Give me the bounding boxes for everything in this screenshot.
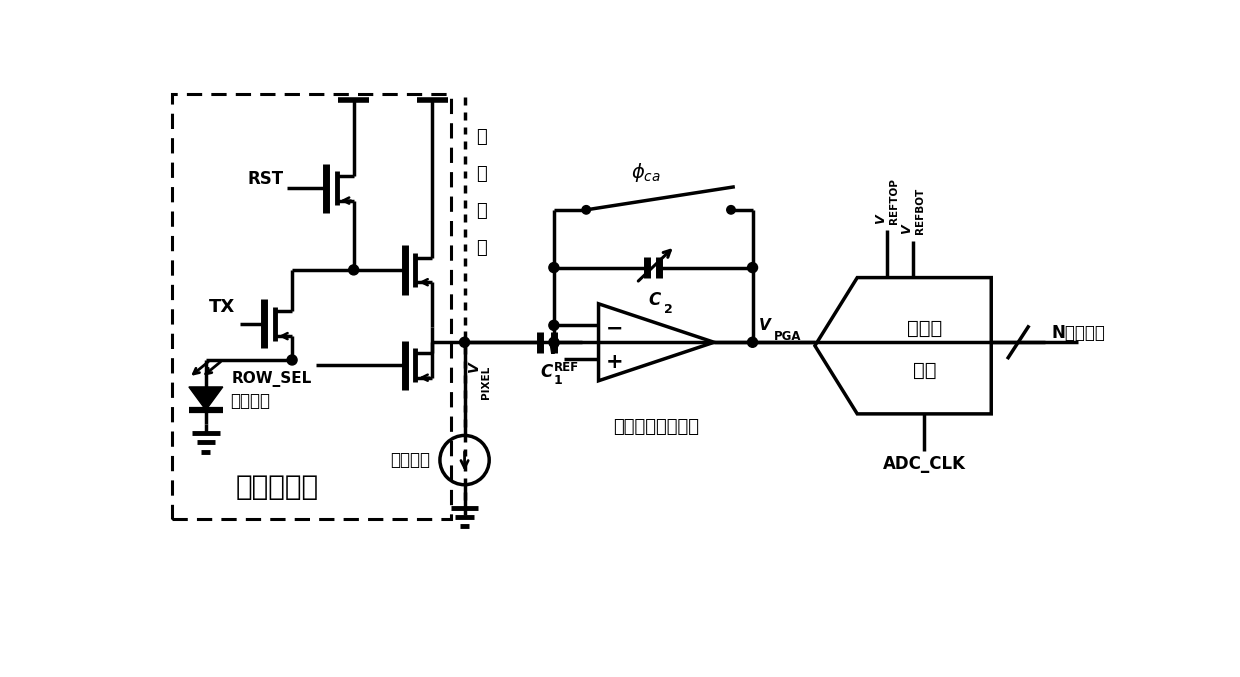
Text: V: V (548, 343, 560, 357)
Text: ADC_CLK: ADC_CLK (883, 455, 966, 473)
Text: V: V (874, 214, 887, 223)
Text: V: V (759, 318, 770, 333)
Text: 2: 2 (665, 303, 673, 316)
Text: PIXEL: PIXEL (481, 366, 491, 399)
Text: REF: REF (554, 362, 579, 374)
Text: 可编程增益放大器: 可编程增益放大器 (614, 418, 699, 436)
Circle shape (549, 337, 559, 347)
Text: 出: 出 (476, 202, 487, 219)
Text: 像素点电路: 像素点电路 (236, 473, 319, 501)
Circle shape (727, 206, 735, 214)
Text: −: − (606, 318, 624, 338)
Circle shape (748, 263, 758, 273)
Text: 线: 线 (476, 238, 487, 257)
Text: REFBOT: REFBOT (915, 188, 925, 234)
Text: ROW_SEL: ROW_SEL (232, 371, 312, 387)
Bar (172, 94, 450, 519)
Text: C: C (541, 362, 553, 380)
Text: 1: 1 (553, 374, 562, 387)
Circle shape (460, 337, 470, 347)
Circle shape (748, 337, 758, 347)
Text: 模数转: 模数转 (906, 320, 942, 338)
Circle shape (348, 265, 358, 275)
Circle shape (549, 320, 559, 330)
Text: V: V (466, 362, 481, 372)
Text: 换器: 换器 (913, 361, 936, 380)
Text: 光检测器: 光检测器 (231, 392, 270, 410)
Text: PGA: PGA (774, 330, 801, 343)
Text: +: + (606, 351, 624, 372)
Circle shape (582, 206, 590, 214)
Circle shape (288, 355, 298, 365)
Text: 输: 输 (476, 165, 487, 183)
Circle shape (549, 263, 559, 273)
Text: 列电流源: 列电流源 (389, 451, 430, 469)
Polygon shape (188, 387, 223, 410)
Text: C: C (649, 291, 661, 309)
Text: REFTOP: REFTOP (889, 178, 899, 223)
Text: V: V (900, 224, 913, 234)
Text: RST: RST (248, 170, 284, 188)
Text: N位数字量: N位数字量 (1052, 324, 1105, 342)
Text: $\phi_{ca}$: $\phi_{ca}$ (631, 161, 661, 184)
Text: TX: TX (208, 298, 236, 316)
Text: 列: 列 (476, 128, 487, 146)
